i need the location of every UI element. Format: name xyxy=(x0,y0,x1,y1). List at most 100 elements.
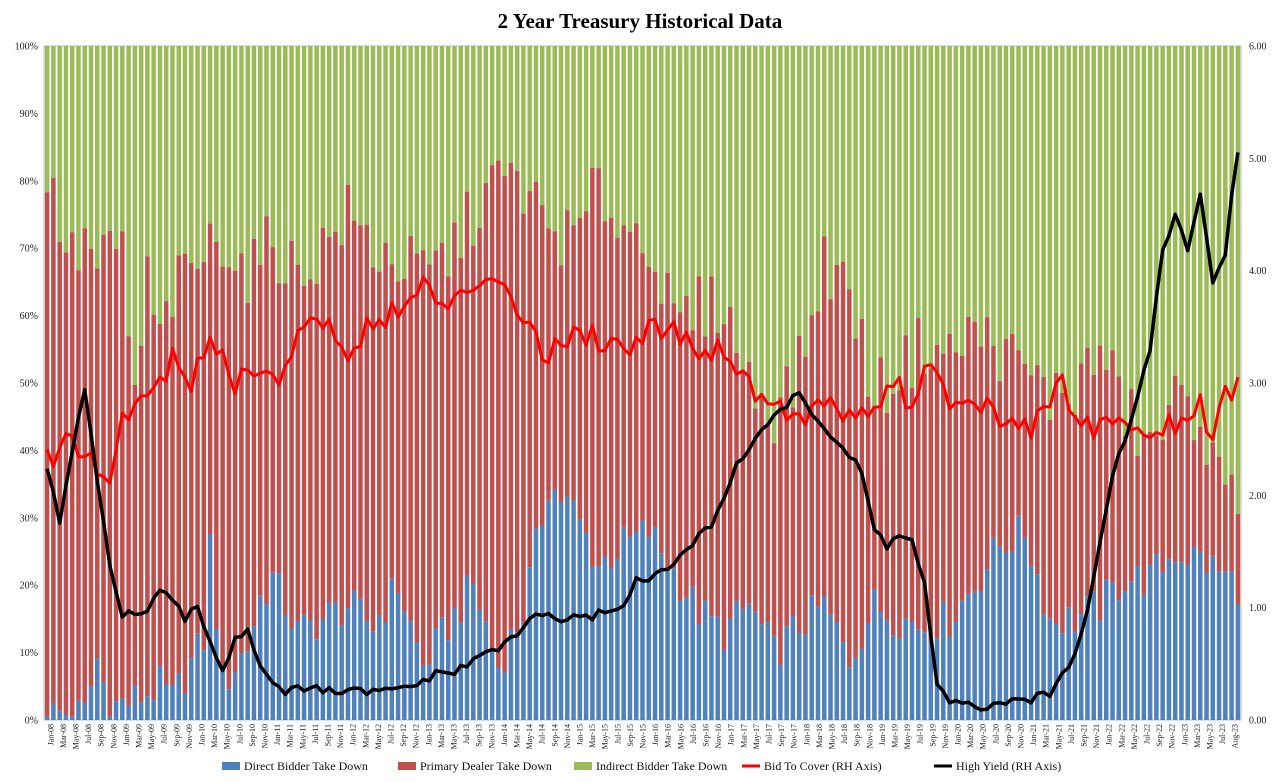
bar-indirect xyxy=(176,46,181,256)
bar-primary-dealer xyxy=(308,279,313,620)
x-tick-label: Nov-14 xyxy=(563,724,572,748)
x-tick-label: Jan-08 xyxy=(46,724,55,745)
bar-indirect xyxy=(182,46,188,254)
bar-direct-bidder xyxy=(646,537,652,720)
bar-direct-bidder xyxy=(189,658,194,720)
bar-direct-bidder xyxy=(684,597,689,720)
bar-indirect xyxy=(201,46,207,263)
bar-indirect xyxy=(847,46,852,290)
bar-indirect xyxy=(207,46,213,224)
bar-indirect xyxy=(947,46,952,334)
bar-indirect xyxy=(464,46,470,192)
bar-direct-bidder xyxy=(991,537,996,720)
bar-direct-bidder xyxy=(1223,571,1228,720)
bar-indirect xyxy=(408,46,413,237)
bar-primary-dealer xyxy=(590,167,595,567)
bar-direct-bidder xyxy=(784,626,789,720)
bar-direct-bidder xyxy=(170,684,175,720)
bar-primary-dealer xyxy=(383,242,388,623)
bar-primary-dealer xyxy=(395,281,401,594)
bar-primary-dealer xyxy=(408,236,413,621)
x-tick-label: May-09 xyxy=(147,724,156,749)
x-tick-label: Sep-22 xyxy=(1155,724,1164,747)
bar-direct-bidder xyxy=(95,658,100,720)
bar-primary-dealer xyxy=(1172,375,1178,563)
x-tick-label: Mar-13 xyxy=(437,724,446,748)
bar-direct-bidder xyxy=(333,602,338,720)
bar-direct-bidder xyxy=(915,629,921,720)
y-right-tick-label: 3.00 xyxy=(1249,379,1267,390)
bar-direct-bidder xyxy=(214,629,219,720)
bar-direct-bidder xyxy=(734,601,739,720)
bar-indirect xyxy=(1009,46,1015,335)
x-tick-label: Sep-13 xyxy=(475,724,484,747)
bar-indirect xyxy=(602,46,608,222)
bar-direct-bidder xyxy=(872,589,877,720)
bar-indirect xyxy=(1041,46,1046,378)
bar-direct-bidder xyxy=(633,531,639,720)
bar-primary-dealer xyxy=(715,332,720,617)
bar-direct-bidder xyxy=(640,520,645,720)
bar-primary-dealer xyxy=(483,183,489,622)
bar-indirect xyxy=(646,46,652,268)
bar-primary-dealer xyxy=(1110,350,1115,583)
bar-indirect xyxy=(890,46,896,394)
bar-primary-dealer xyxy=(527,191,532,568)
bar-primary-dealer xyxy=(157,323,163,667)
bar-direct-bidder xyxy=(151,700,156,720)
bar-indirect xyxy=(702,46,708,337)
bar-primary-dealer xyxy=(552,231,558,490)
bar-direct-bidder xyxy=(157,666,163,720)
bar-direct-bidder xyxy=(652,527,658,720)
bar-primary-dealer xyxy=(1116,376,1122,601)
bar-indirect xyxy=(828,46,833,300)
bar-direct-bidder xyxy=(828,614,833,720)
bar-direct-bidder xyxy=(1204,572,1209,720)
bar-primary-dealer xyxy=(847,289,852,668)
bar-primary-dealer xyxy=(1185,396,1190,565)
y-left-tick-label: 80% xyxy=(20,176,38,187)
bar-indirect xyxy=(903,46,908,336)
bar-primary-dealer xyxy=(1041,377,1046,615)
bar-indirect xyxy=(514,46,520,171)
bar-direct-bidder xyxy=(1072,631,1078,720)
bar-direct-bidder xyxy=(596,566,601,720)
x-tick-label: May-19 xyxy=(903,724,912,749)
bar-indirect xyxy=(565,46,570,211)
bar-indirect xyxy=(82,46,87,229)
bar-primary-dealer xyxy=(684,296,689,598)
bar-direct-bidder xyxy=(972,591,977,720)
bar-primary-dealer xyxy=(489,165,495,648)
x-tick-label: Sep-14 xyxy=(550,724,559,747)
bar-direct-bidder xyxy=(389,578,395,720)
bar-primary-dealer xyxy=(433,250,438,629)
bar-indirect xyxy=(145,46,150,257)
bar-primary-dealer xyxy=(765,422,771,623)
high-yield-line xyxy=(45,152,1240,712)
bar-direct-bidder xyxy=(721,649,727,720)
bar-indirect xyxy=(659,46,664,304)
bar-primary-dealer xyxy=(959,355,965,601)
x-tick-label: Jan-18 xyxy=(802,724,811,745)
y-right-tick-label: 6.00 xyxy=(1249,42,1267,53)
bar-indirect xyxy=(1179,46,1184,385)
bar-primary-dealer xyxy=(283,283,288,616)
legend-label: Primary Dealer Take Down xyxy=(420,759,552,773)
bar-direct-bidder xyxy=(790,616,796,720)
x-tick-label: Sep-10 xyxy=(248,724,257,747)
legend-label: Direct Bidder Take Down xyxy=(244,759,368,773)
bar-indirect xyxy=(264,46,269,217)
bar-direct-bidder xyxy=(1172,562,1178,720)
x-tick-label: May-12 xyxy=(374,724,383,749)
bar-indirect xyxy=(872,46,877,406)
bar-primary-dealer xyxy=(113,248,119,702)
bar-direct-bidder xyxy=(740,609,746,720)
bar-indirect xyxy=(840,46,846,262)
bar-direct-bidder xyxy=(527,567,532,720)
bar-indirect xyxy=(1072,46,1078,415)
bar-indirect xyxy=(991,46,996,347)
x-tick-label: Jan-23 xyxy=(1180,724,1189,745)
bar-direct-bidder xyxy=(621,527,626,720)
bar-indirect xyxy=(671,46,677,304)
bar-indirect xyxy=(1216,46,1222,457)
